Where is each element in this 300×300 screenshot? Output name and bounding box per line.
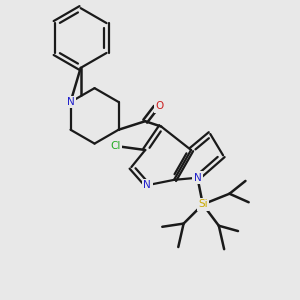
Text: O: O [155, 101, 164, 111]
Text: N: N [67, 97, 74, 107]
Text: N: N [194, 173, 201, 183]
Text: N: N [143, 180, 151, 190]
Text: Si: Si [198, 200, 208, 209]
Text: Cl: Cl [110, 141, 121, 151]
